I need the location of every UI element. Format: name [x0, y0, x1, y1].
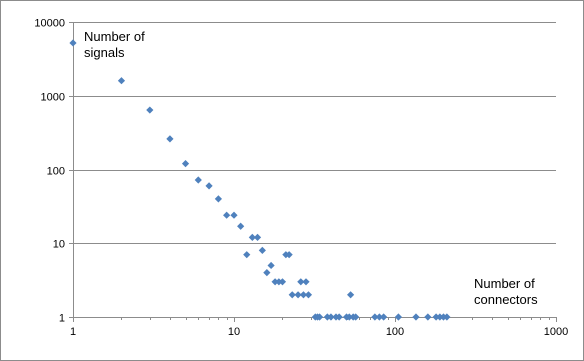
data-point [288, 291, 296, 299]
data-point [237, 222, 245, 230]
y-tick-label: 10 [53, 239, 65, 251]
data-point [69, 39, 77, 47]
data-point [181, 160, 190, 168]
data-point [443, 313, 451, 321]
x-tick-label: 10 [228, 326, 240, 338]
data-point [117, 77, 126, 85]
data-point [315, 313, 324, 321]
data-point [258, 246, 266, 254]
data-points [69, 39, 451, 321]
data-point [352, 313, 360, 321]
data-point [380, 313, 388, 321]
y-tick-label: 1 [59, 313, 65, 325]
data-point [263, 268, 271, 277]
data-point [299, 291, 308, 299]
data-point [302, 278, 310, 286]
x-tick-label: 1000 [544, 326, 568, 338]
data-point [243, 251, 251, 259]
x-tick-label: 1 [70, 326, 76, 338]
data-point [205, 182, 213, 190]
x-annotation-line: connectors [474, 292, 538, 307]
data-point [304, 291, 313, 299]
data-point [412, 313, 420, 321]
y-tick-label: 100 [47, 166, 65, 178]
y-tick-label: 10000 [34, 18, 65, 30]
x-tick-label: 100 [386, 326, 404, 338]
data-point [214, 195, 222, 203]
data-point [424, 313, 432, 321]
y-annotation-line: signals [84, 45, 125, 60]
data-point [194, 176, 202, 184]
x-annotation-line: Number of [474, 276, 535, 291]
data-point [253, 233, 262, 242]
data-point [375, 313, 383, 321]
data-point [294, 291, 302, 299]
data-point [271, 278, 279, 286]
data-point [371, 313, 379, 321]
data-point [345, 313, 353, 321]
data-point [230, 211, 238, 219]
data-point [347, 291, 355, 299]
data-point [327, 313, 335, 321]
data-point [278, 278, 287, 286]
y-tick-label: 1000 [41, 92, 65, 104]
data-point [297, 278, 305, 286]
data-point [335, 313, 343, 321]
y-annotation-line: Number of [84, 29, 145, 44]
data-point [146, 106, 154, 114]
data-point [248, 233, 256, 242]
tick-labels: 1 10 100 1000 10000 1 10 100 1000 [34, 18, 568, 339]
data-point [394, 313, 403, 321]
data-point [223, 211, 231, 219]
data-point [285, 251, 293, 259]
data-point [432, 313, 440, 321]
data-point [166, 135, 174, 143]
data-point [267, 261, 275, 270]
gridlines [73, 22, 556, 244]
